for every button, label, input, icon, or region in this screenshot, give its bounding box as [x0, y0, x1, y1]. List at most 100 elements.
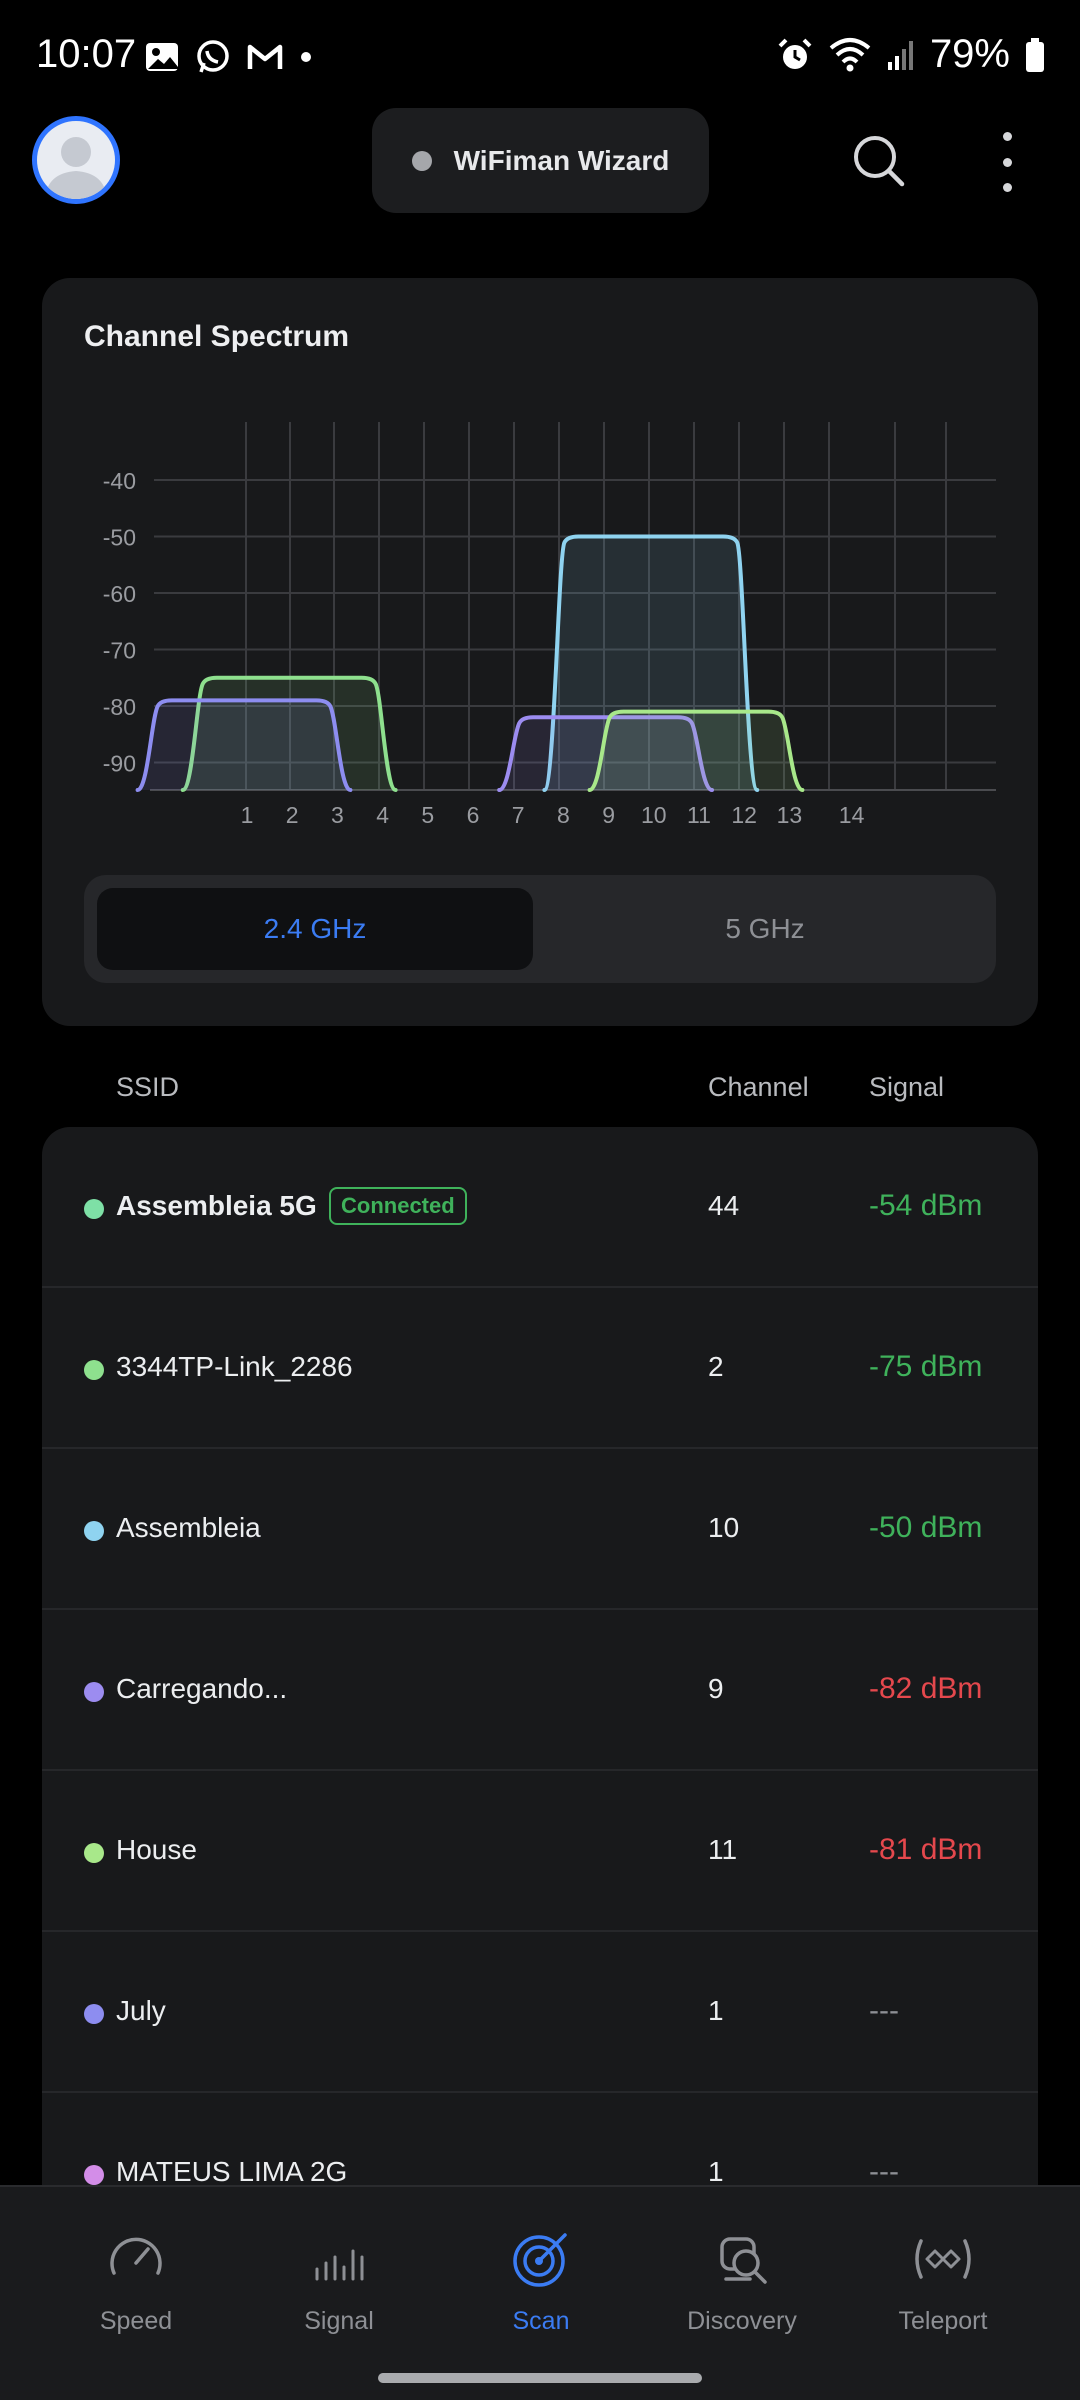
nav-scan[interactable]: Scan: [441, 2187, 641, 2347]
cell-signal-icon: [887, 40, 913, 70]
x-tick-label: 1: [241, 802, 254, 828]
status-time: 10:07: [36, 32, 137, 76]
spectrum-curve: [542, 534, 760, 792]
network-ssid: July: [116, 1995, 166, 2026]
bottom-navigation: Speed Signal Scan Discovery Teleport: [0, 2185, 1080, 2400]
wizard-label: WiFiman Wizard: [453, 144, 670, 176]
network-channel: 1: [708, 1995, 724, 2026]
column-channel[interactable]: Channel: [708, 1072, 809, 1102]
status-dot-icon: [411, 150, 432, 171]
user-icon: [45, 137, 107, 199]
nav-teleport[interactable]: Teleport: [843, 2187, 1043, 2347]
network-row[interactable]: Assembleia 5G Connected 44 -54 dBm: [42, 1127, 1038, 1288]
band-selector: 2.4 GHz 5 GHz: [84, 875, 996, 983]
notification-dot-icon: [301, 52, 311, 62]
network-channel: 44: [708, 1190, 740, 1221]
column-signal[interactable]: Signal: [869, 1072, 945, 1102]
network-row[interactable]: MATEUS LIMA 2G 1 ---: [42, 2093, 1038, 2187]
nav-signal-label: Signal: [304, 2307, 374, 2335]
notification-icons: [144, 38, 314, 76]
network-signal: ---: [869, 1994, 899, 2027]
x-tick-label: 14: [839, 802, 865, 828]
y-tick-label: -70: [103, 638, 136, 664]
network-channel: 2: [708, 1351, 724, 1382]
whatsapp-icon: [197, 40, 229, 73]
spectrum-curve: [587, 709, 805, 792]
profile-avatar[interactable]: [32, 116, 120, 204]
gallery-icon: [146, 43, 178, 71]
nav-teleport-label: Teleport: [898, 2307, 988, 2335]
network-channel: 9: [708, 1673, 724, 1704]
x-tick-label: 9: [602, 802, 615, 828]
network-signal: -82 dBm: [869, 1672, 983, 1705]
x-tick-label: 11: [687, 802, 711, 828]
nav-discovery-label: Discovery: [687, 2307, 797, 2335]
spectrum-fill: [499, 717, 712, 790]
band-5ghz-tab[interactable]: 5 GHz: [725, 913, 805, 944]
nav-discovery[interactable]: Discovery: [642, 2187, 842, 2347]
battery-percent: 79%: [929, 32, 1010, 76]
status-bar: 10:07: [0, 0, 1080, 110]
nav-signal[interactable]: Signal: [239, 2187, 439, 2347]
network-color-dot: [84, 1521, 104, 1541]
more-options-button[interactable]: [990, 132, 1024, 192]
spectrum-title: Channel Spectrum: [84, 320, 350, 353]
network-ssid: Assembleia: [116, 1512, 261, 1543]
nav-speed[interactable]: Speed: [36, 2187, 236, 2347]
spectrum-curve: [497, 715, 714, 792]
signal-bars-icon: [315, 2249, 364, 2281]
speedometer-icon: [110, 2237, 162, 2275]
y-tick-label: -80: [103, 694, 136, 720]
network-signal: -50 dBm: [869, 1511, 983, 1544]
network-color-dot: [84, 1360, 104, 1380]
network-channel: 11: [708, 1834, 738, 1865]
wifiman-wizard-button[interactable]: WiFiman Wizard: [372, 108, 709, 213]
x-tick-label: 2: [286, 802, 299, 828]
discovery-icon: [720, 2237, 767, 2284]
x-tick-label: 4: [376, 802, 389, 828]
channel-spectrum-card: Channel Spectrum -40 -50 -60 -70 -80 -90 1 2 3 4 5…: [42, 278, 1038, 1026]
x-tick-label: 10: [641, 802, 667, 828]
spectrum-fill: [137, 700, 351, 790]
wifi-icon: [829, 37, 871, 71]
y-tick-label: -90: [103, 751, 136, 777]
x-tick-label: 8: [557, 802, 570, 828]
network-color-dot: [84, 2004, 104, 2024]
connected-badge: Connected: [329, 1187, 467, 1225]
home-indicator[interactable]: [378, 2373, 702, 2383]
network-color-dot: [84, 1843, 104, 1863]
more-vert-icon: [1002, 132, 1012, 141]
network-row[interactable]: House 11 -81 dBm: [42, 1771, 1038, 1932]
x-tick-label: 6: [467, 802, 480, 828]
radar-icon: [513, 2233, 567, 2287]
network-row[interactable]: Assembleia 10 -50 dBm: [42, 1449, 1038, 1610]
network-row[interactable]: July 1 ---: [42, 1932, 1038, 2093]
alarm-icon: [778, 38, 812, 69]
system-icons: 79%: [776, 32, 1046, 77]
nav-scan-label: Scan: [512, 2307, 570, 2335]
network-ssid: 3344TP-Link_2286: [116, 1351, 353, 1382]
x-tick-label: 3: [331, 802, 344, 828]
search-button[interactable]: [850, 132, 910, 192]
network-color-dot: [84, 1682, 104, 1702]
network-ssid: House: [116, 1834, 197, 1865]
network-signal: -75 dBm: [869, 1350, 983, 1383]
spectrum-curve: [135, 698, 353, 792]
column-ssid[interactable]: SSID: [116, 1072, 180, 1102]
gmail-icon: [247, 44, 283, 69]
network-color-dot: [84, 1199, 104, 1219]
network-table-header: SSID Channel Signal: [0, 1060, 1080, 1110]
network-color-dot: [84, 2165, 104, 2185]
network-row[interactable]: 3344TP-Link_2286 2 -75 dBm: [42, 1288, 1038, 1449]
network-channel: 1: [708, 2156, 724, 2187]
x-tick-label: 13: [777, 802, 803, 828]
network-row[interactable]: Carregando... 9 -82 dBm: [42, 1610, 1038, 1771]
spectrum-fill: [544, 536, 758, 790]
spectrum-curve: [180, 675, 398, 792]
x-tick-label: 7: [512, 802, 525, 828]
network-channel: 10: [708, 1512, 740, 1543]
band-2-4ghz-tab[interactable]: 2.4 GHz: [97, 888, 533, 970]
teleport-icon: [915, 2239, 971, 2279]
y-tick-label: -40: [103, 468, 136, 494]
spectrum-fill: [589, 711, 803, 790]
